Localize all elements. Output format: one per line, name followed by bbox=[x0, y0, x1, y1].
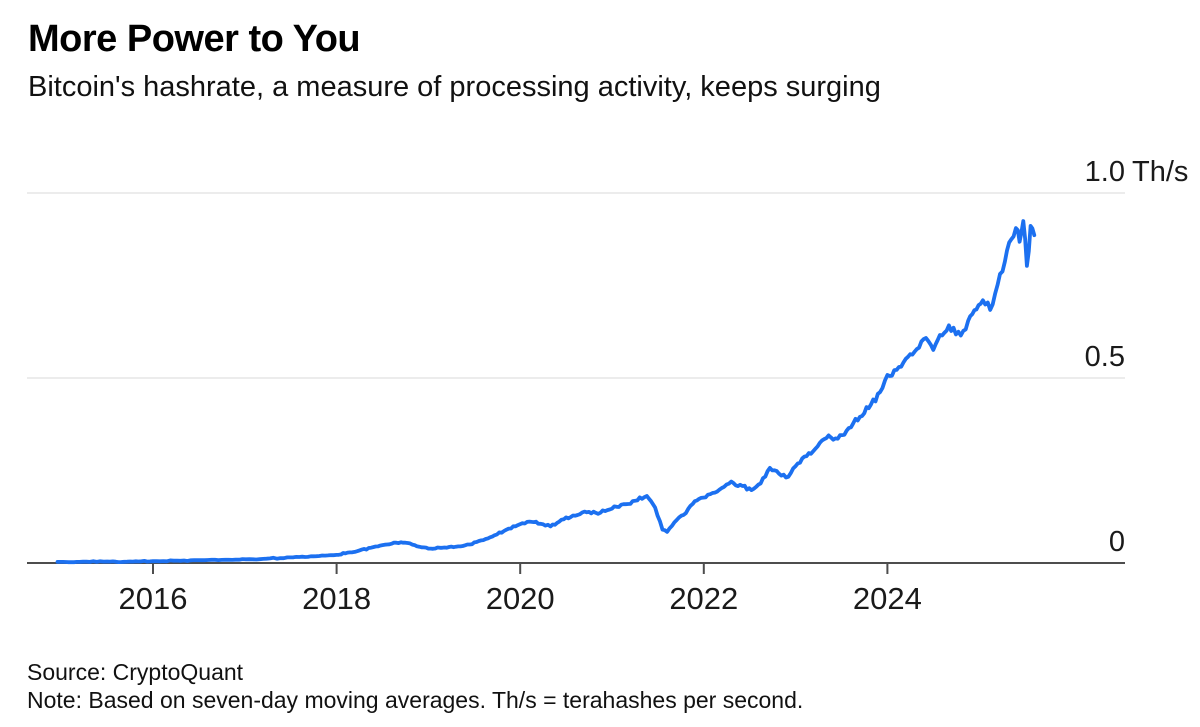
hashrate-line-chart: 0 0.5 1.0 Th/s 2016 2018 2020 2022 2024 bbox=[27, 156, 1188, 616]
chart-title: More Power to You bbox=[28, 18, 361, 60]
y-axis-label-0.5: 0.5 bbox=[1085, 341, 1125, 373]
y-axis-unit-label: Th/s bbox=[1132, 156, 1188, 188]
chart-footer: Source: CryptoQuant Note: Based on seven… bbox=[27, 658, 803, 714]
x-axis-label-2018: 2018 bbox=[302, 581, 371, 616]
x-axis-label-2024: 2024 bbox=[853, 581, 922, 616]
x-axis-label-2020: 2020 bbox=[486, 581, 555, 616]
note-text: Note: Based on seven-day moving averages… bbox=[27, 687, 804, 713]
plot-area: 0 0.5 1.0 Th/s 2016 2018 2020 2022 2024 bbox=[0, 140, 1200, 640]
x-axis-label-2022: 2022 bbox=[669, 581, 738, 616]
chart-subtitle: Bitcoin's hashrate, a measure of process… bbox=[28, 71, 881, 103]
hashrate-line bbox=[55, 219, 1037, 565]
x-axis-label-2016: 2016 bbox=[119, 581, 188, 616]
source-text: Source: CryptoQuant bbox=[27, 659, 244, 685]
y-axis-label-0: 0 bbox=[1109, 526, 1125, 558]
y-axis-label-1.0: 1.0 bbox=[1085, 156, 1125, 188]
